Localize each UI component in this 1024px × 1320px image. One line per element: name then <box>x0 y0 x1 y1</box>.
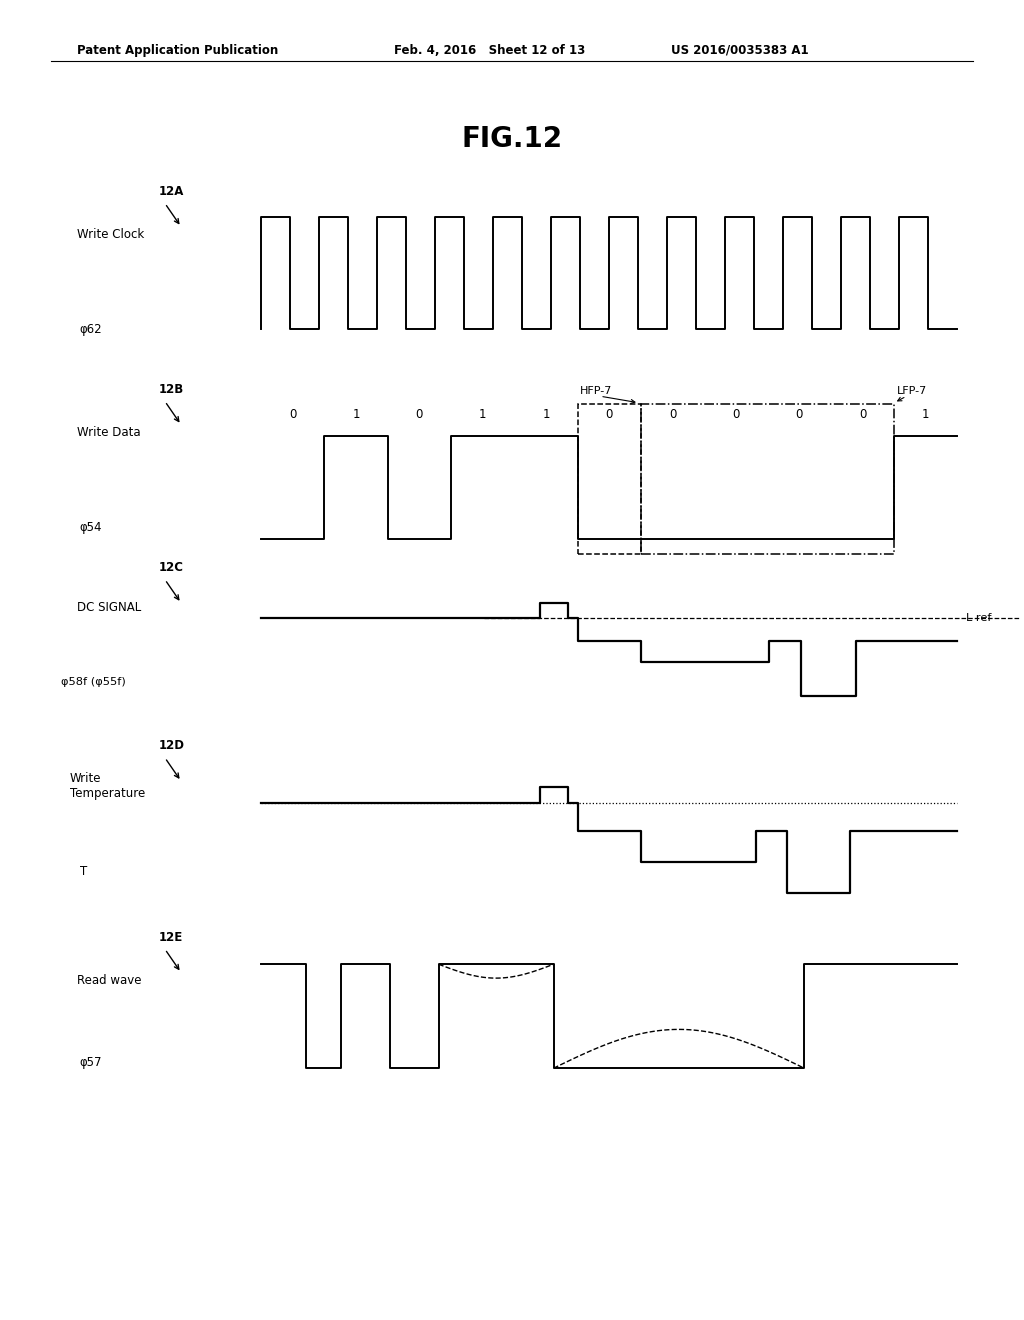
Text: L ref: L ref <box>966 614 991 623</box>
Text: 12A: 12A <box>159 185 184 198</box>
Text: Write
Temperature: Write Temperature <box>70 772 144 800</box>
Text: 0: 0 <box>732 408 739 421</box>
Text: Patent Application Publication: Patent Application Publication <box>77 44 279 57</box>
Text: T: T <box>80 865 87 878</box>
Text: φ58f (φ55f): φ58f (φ55f) <box>61 677 126 688</box>
Text: 0: 0 <box>669 408 676 421</box>
Text: φ57: φ57 <box>80 1056 102 1069</box>
Text: 12C: 12C <box>159 561 183 574</box>
Text: 0: 0 <box>416 408 423 421</box>
Text: 1: 1 <box>543 408 550 421</box>
Text: LFP-7: LFP-7 <box>897 387 928 396</box>
Text: 1: 1 <box>922 408 930 421</box>
Text: 12E: 12E <box>159 931 183 944</box>
Text: Write Data: Write Data <box>77 426 140 440</box>
Text: 0: 0 <box>605 408 613 421</box>
Text: US 2016/0035383 A1: US 2016/0035383 A1 <box>671 44 808 57</box>
Text: Read wave: Read wave <box>77 974 141 987</box>
Text: 0: 0 <box>859 408 866 421</box>
Text: 12D: 12D <box>159 739 184 752</box>
Text: 1: 1 <box>479 408 486 421</box>
Text: HFP-7: HFP-7 <box>580 387 612 396</box>
Text: Feb. 4, 2016   Sheet 12 of 13: Feb. 4, 2016 Sheet 12 of 13 <box>394 44 586 57</box>
Text: 1: 1 <box>352 408 359 421</box>
Text: φ62: φ62 <box>80 323 102 337</box>
Text: φ54: φ54 <box>80 521 102 535</box>
Bar <box>578 404 641 554</box>
Text: 0: 0 <box>796 408 803 421</box>
Text: 0: 0 <box>289 408 297 421</box>
Bar <box>641 404 894 554</box>
Text: DC SIGNAL: DC SIGNAL <box>77 601 141 614</box>
Text: Write Clock: Write Clock <box>77 228 144 242</box>
Text: FIG.12: FIG.12 <box>462 124 562 153</box>
Text: 12B: 12B <box>159 383 184 396</box>
